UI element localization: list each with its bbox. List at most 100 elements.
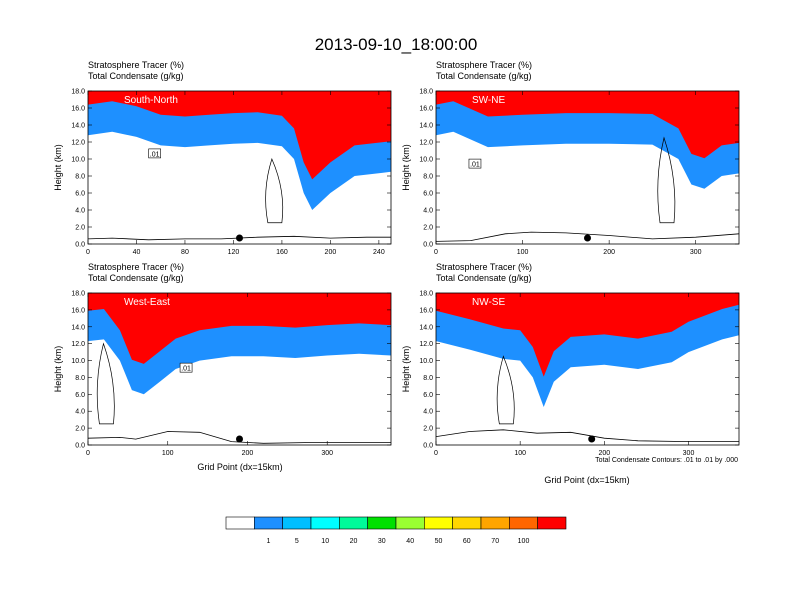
- y-tick-label: 2.0: [423, 426, 433, 433]
- plot-area: [436, 293, 739, 445]
- y-tick-label: 18.0: [419, 291, 433, 298]
- panel-subtitle-tracer: Stratosphere Tracer (%): [436, 262, 532, 272]
- x-tick-label: 100: [514, 450, 526, 457]
- y-tick-label: 12.0: [419, 140, 433, 147]
- y-axis-label: Height (km): [401, 346, 411, 393]
- location-marker: [588, 435, 596, 443]
- condensate-contour-boundary: [436, 429, 739, 442]
- panel-subtitle-condensate: Total Condensate (g/kg): [88, 71, 184, 81]
- x-tick-label: 0: [434, 450, 438, 457]
- panel-subtitle-tracer: Stratosphere Tracer (%): [88, 262, 184, 272]
- panel-frame: [435, 292, 740, 446]
- condensate-contour-cloud: [265, 158, 284, 224]
- panel-south-north: .01 South-North Stratosphere Tracer (%)Tot…: [53, 60, 392, 256]
- y-tick-label: 18.0: [71, 89, 85, 96]
- y-tick-label: 16.0: [419, 307, 433, 314]
- colorbar-swatch: [225, 516, 255, 530]
- colorbar-swatch: [339, 516, 368, 530]
- contour-label-box: [468, 158, 482, 169]
- panel-subtitle-condensate: Total Condensate (g/kg): [88, 273, 184, 283]
- y-tick-label: 10.0: [71, 157, 85, 164]
- colorbar-label: 60: [463, 538, 471, 545]
- x-axis-label-right: Grid Point (dx=15km): [544, 475, 629, 485]
- panel-subtitle-tracer: Stratosphere Tracer (%): [88, 60, 184, 70]
- x-tick-label: 100: [162, 450, 174, 457]
- panel-subtitle-condensate: Total Condensate (g/kg): [436, 71, 532, 81]
- colorbar-label: 10: [321, 538, 329, 545]
- y-tick-label: 8.0: [75, 174, 85, 181]
- location-marker: [584, 234, 591, 242]
- panel-subtitle-condensate: Total Condensate (g/kg): [436, 273, 532, 283]
- y-tick-label: 14.0: [71, 324, 85, 331]
- x-tick-label: 0: [86, 450, 90, 457]
- y-axis-label: Height (km): [401, 144, 411, 191]
- colorbar-label: 5: [295, 538, 299, 545]
- x-tick-label: 160: [276, 249, 288, 256]
- figure-title: 2013-09-10_18:00:00: [315, 35, 478, 54]
- condensate-contour-cloud: [657, 136, 676, 224]
- y-axis-label: Height (km): [53, 144, 63, 191]
- colorbar-label: 1: [267, 538, 271, 545]
- y-tick-label: 4.0: [75, 409, 85, 416]
- y-tick-label: 2.0: [75, 426, 85, 433]
- y-tick-label: 6.0: [75, 392, 85, 399]
- contour-label: .01: [470, 162, 480, 169]
- x-tick-label: 80: [181, 249, 189, 256]
- x-tick-label: 300: [683, 450, 695, 457]
- y-tick-label: 6.0: [75, 191, 85, 198]
- colorbar-swatch: [367, 516, 397, 530]
- y-tick-label: 14.0: [71, 123, 85, 130]
- y-tick-label: 8.0: [423, 174, 433, 181]
- colorbar-swatch: [254, 516, 283, 530]
- y-tick-label: 6.0: [423, 191, 433, 198]
- panel-name: South-North: [124, 95, 178, 106]
- condensate-contour-boundary: [436, 231, 739, 242]
- colorbar-label: 40: [406, 538, 414, 545]
- tracer-core: [436, 293, 739, 377]
- y-tick-label: 4.0: [423, 208, 433, 215]
- panel-sw-ne: .01 SW-NE Stratosphere Tracer (%)Total Con…: [401, 60, 740, 256]
- panel-name: West-East: [124, 297, 170, 308]
- contour-note: Total Condensate Contours: .01 to .01 by…: [595, 457, 738, 464]
- tracer-core: [436, 91, 739, 159]
- panel-west-east: .01 West-East Stratosphere Tracer (%)Total…: [53, 262, 392, 457]
- y-tick-label: 12.0: [71, 341, 85, 348]
- colorbar-swatch: [480, 516, 510, 530]
- y-tick-label: 4.0: [423, 409, 433, 416]
- condensate-contour-cloud: [496, 355, 515, 425]
- colorbar-label: 20: [350, 538, 358, 545]
- contour-label: .01: [150, 151, 160, 158]
- colorbar-swatch: [282, 516, 312, 530]
- y-tick-label: 2.0: [75, 225, 85, 232]
- contour-label-box: [179, 362, 193, 373]
- panel-frame: [87, 90, 392, 245]
- x-tick-label: 300: [690, 249, 702, 256]
- x-axis-label-left: Grid Point (dx=15km): [197, 462, 282, 472]
- condensate-contour-boundary: [88, 431, 391, 444]
- panel-frame: [87, 292, 392, 446]
- y-tick-label: 12.0: [71, 140, 85, 147]
- y-tick-label: 14.0: [419, 324, 433, 331]
- y-tick-label: 4.0: [75, 208, 85, 215]
- colorbar-label: 30: [378, 538, 386, 545]
- y-tick-label: 8.0: [423, 375, 433, 382]
- y-tick-label: 16.0: [419, 106, 433, 113]
- y-tick-label: 14.0: [419, 123, 433, 130]
- colorbar-label: 70: [491, 538, 499, 545]
- panel-subtitle-tracer: Stratosphere Tracer (%): [436, 60, 532, 70]
- colorbar-swatch: [509, 516, 538, 530]
- x-tick-label: 200: [603, 249, 615, 256]
- colorbar-swatch: [452, 516, 482, 530]
- colorbar-swatch: [537, 516, 567, 530]
- plot-area: .01: [436, 91, 739, 244]
- y-tick-label: 16.0: [71, 307, 85, 314]
- y-tick-label: 18.0: [419, 89, 433, 96]
- tracer-core: [88, 293, 391, 364]
- plot-area: .01: [88, 293, 391, 445]
- y-tick-label: 6.0: [423, 392, 433, 399]
- y-tick-label: 10.0: [419, 157, 433, 164]
- y-tick-label: 0.0: [75, 242, 85, 249]
- y-tick-label: 10.0: [419, 358, 433, 365]
